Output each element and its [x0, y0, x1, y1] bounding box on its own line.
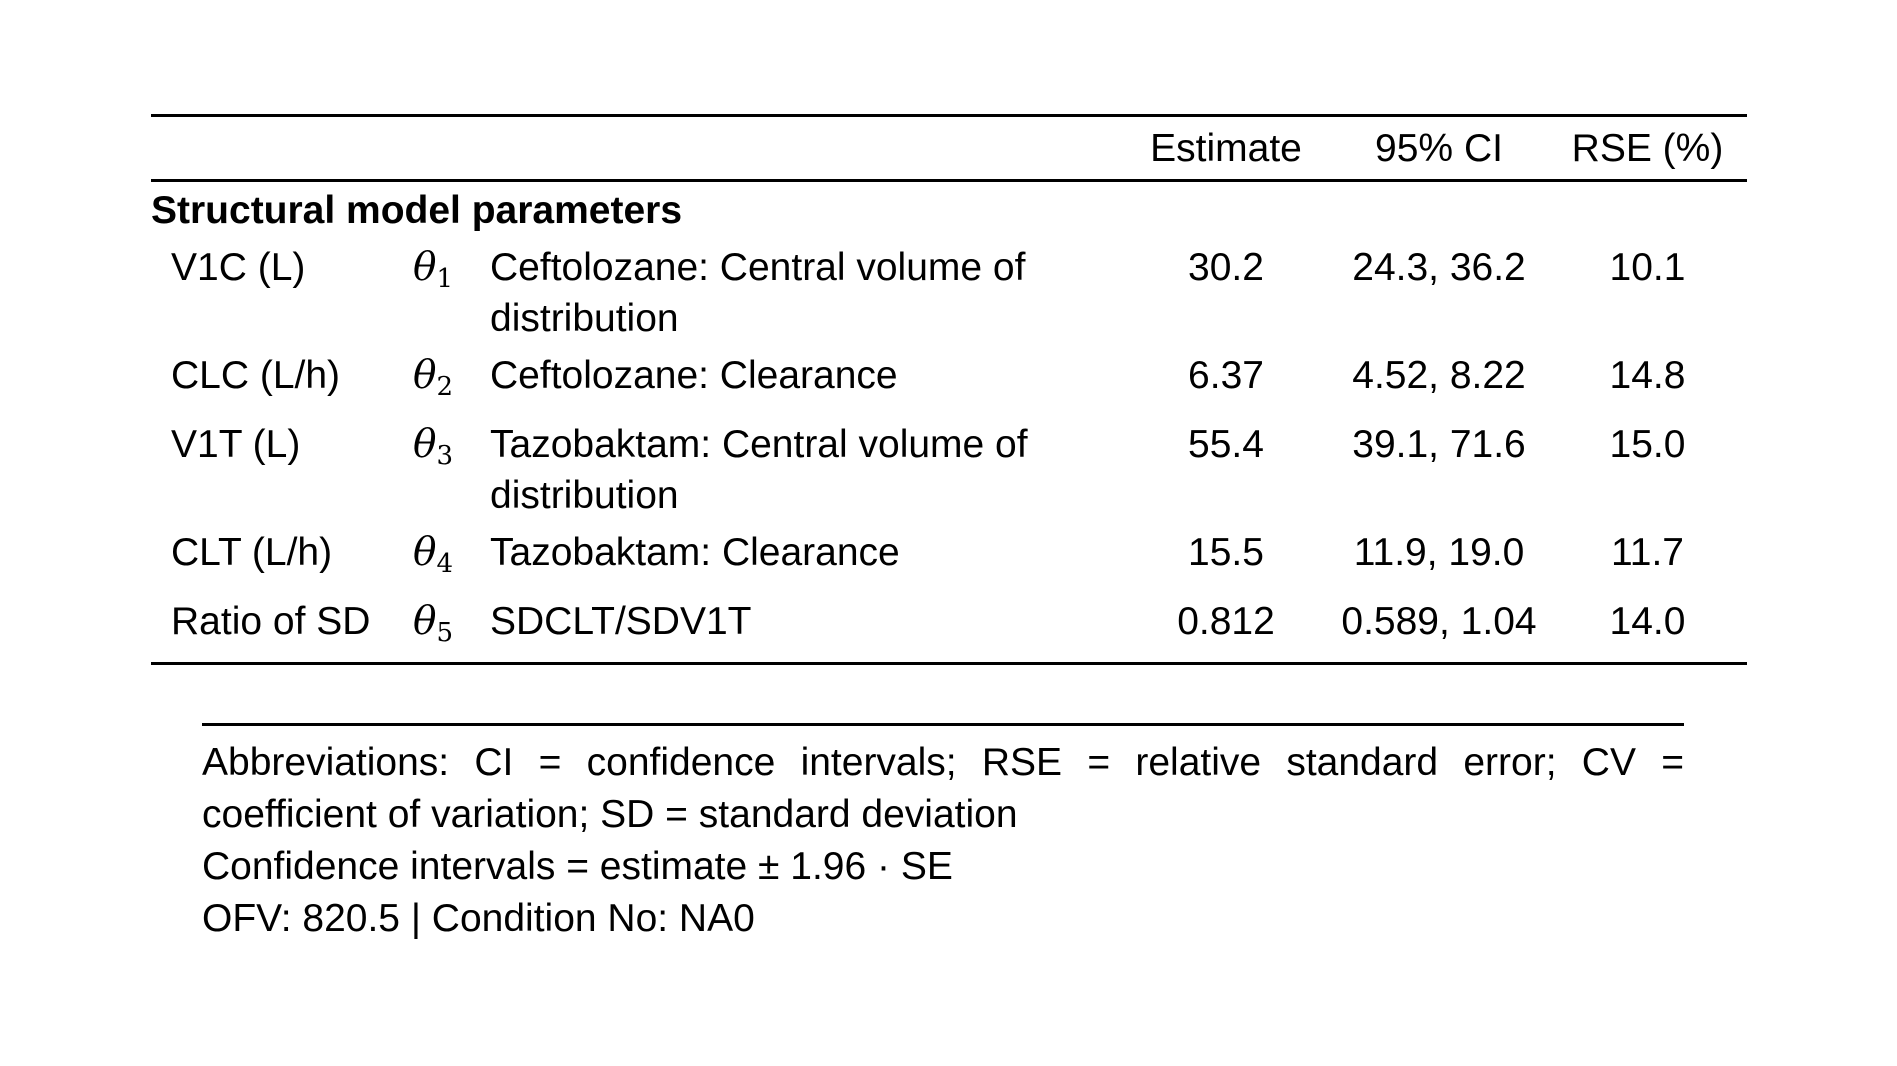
- param-name: V1T (L): [171, 423, 301, 466]
- param-description: Tazobaktam: Clearance: [490, 531, 900, 574]
- theta-subscript: 3: [436, 441, 454, 471]
- param-name: CLT (L/h): [171, 531, 333, 574]
- theta-cell: θ3: [413, 416, 490, 524]
- section-row: Structural model parameters: [151, 181, 1747, 240]
- theta-symbol: θ: [413, 245, 437, 290]
- ci-value: 24.3, 36.2: [1352, 246, 1526, 289]
- ci-value: 39.1, 71.6: [1352, 423, 1526, 466]
- table-footnotes: Abbreviations: CI = confidence intervals…: [202, 723, 1684, 945]
- table-row: CLC (L/h) θ2 Ceftolozane: Clearance 6.37…: [151, 347, 1747, 416]
- empty-header-cell: [413, 115, 490, 182]
- estimate-value: 0.812: [1177, 600, 1275, 643]
- theta-cell: θ5: [413, 593, 490, 664]
- col-header-ci: 95% CI: [1330, 115, 1548, 182]
- empty-header-cell: [151, 115, 413, 182]
- estimate-value: 55.4: [1188, 423, 1264, 466]
- ci-value: 11.9, 19.0: [1353, 531, 1525, 574]
- footnote-ci-definition: Confidence intervals = estimate ± 1.96 ·…: [202, 845, 953, 888]
- theta-subscript: 5: [436, 618, 454, 648]
- col-header-rse: RSE (%): [1548, 115, 1747, 182]
- theta-subscript: 2: [436, 372, 454, 402]
- footnote-abbreviations-line2: coefficient of variation; SD = standard …: [202, 793, 1018, 836]
- rse-value: 15.0: [1609, 423, 1686, 466]
- table-row: Ratio of SD θ5 SDCLT/SDV1T 0.812 0.589, …: [151, 593, 1747, 664]
- estimate-value: 15.5: [1188, 531, 1264, 574]
- theta-symbol: θ: [413, 599, 437, 644]
- theta-subscript: 1: [436, 264, 454, 294]
- table-row: V1C (L) θ1 Ceftolozane: Central volume o…: [151, 239, 1747, 347]
- table-header-row: Estimate 95% CI RSE (%): [151, 115, 1747, 182]
- footnote-abbreviations-line1: Abbreviations: CI = confidence intervals…: [202, 741, 1684, 784]
- theta-subscript: 4: [436, 549, 454, 579]
- estimate-value: 6.37: [1188, 354, 1264, 397]
- table-row: CLT (L/h) θ4 Tazobaktam: Clearance 15.5 …: [151, 524, 1747, 593]
- theta-cell: θ1: [413, 239, 490, 347]
- parameter-estimates-table: Estimate 95% CI RSE (%) Structural model…: [151, 114, 1747, 665]
- rse-value: 14.0: [1609, 600, 1686, 643]
- footnote-ofv-condition: OFV: 820.5 | Condition No: NA0: [202, 897, 755, 940]
- ci-value: 0.589, 1.04: [1341, 600, 1537, 643]
- param-name: V1C (L): [171, 246, 306, 289]
- rse-value: 14.8: [1609, 354, 1686, 397]
- rse-value: 11.7: [1610, 531, 1684, 574]
- theta-symbol: θ: [413, 353, 437, 398]
- table-row: V1T (L) θ3 Tazobaktam: Central volume of…: [151, 416, 1747, 524]
- theta-cell: θ2: [413, 347, 490, 416]
- param-description: Tazobaktam: Central volume of distributi…: [490, 423, 1028, 517]
- col-header-estimate: Estimate: [1122, 115, 1330, 182]
- theta-symbol: θ: [413, 530, 437, 575]
- empty-header-cell: [490, 115, 1122, 182]
- param-name: CLC (L/h): [171, 354, 341, 397]
- rse-value: 10.1: [1609, 246, 1686, 289]
- param-description: Ceftolozane: Clearance: [490, 354, 898, 397]
- ci-value: 4.52, 8.22: [1352, 354, 1526, 397]
- param-name: Ratio of SD: [171, 600, 371, 643]
- section-header: Structural model parameters: [151, 189, 683, 232]
- estimate-value: 30.2: [1188, 246, 1264, 289]
- theta-symbol: θ: [413, 422, 437, 467]
- param-description: SDCLT/SDV1T: [490, 600, 752, 643]
- theta-cell: θ4: [413, 524, 490, 593]
- param-description: Ceftolozane: Central volume of distribut…: [490, 246, 1026, 340]
